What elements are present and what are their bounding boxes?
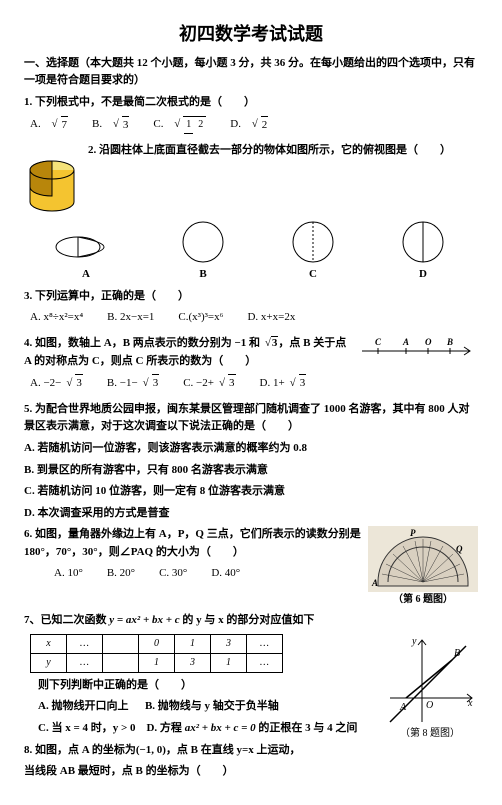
svg-text:A: A	[399, 702, 407, 713]
q5-opt-a: A. 若随机访问一位游客，则该游客表示满意的概率约为 0.8	[24, 440, 478, 458]
q2-row: 2. 沿圆柱体上底面直径截去一部分的物体如图所示，它的俯视图是（ ）	[24, 142, 478, 216]
q8-stem: 8. 如图，点 A 的坐标为(−1, 0)，点 B 在直线 y=x 上运动，	[24, 742, 478, 760]
q7-opt-b: B. 抛物线与 y 轴交于负半轴	[145, 700, 279, 712]
q7-opt-c: C. 当 x = 4 时，y > 0	[38, 722, 135, 734]
q6-opt-a: A. 10°	[54, 565, 83, 583]
q7-stem: 7、已知二次函数 y = ax² + bx + c 的 y 与 x 的部分对应值…	[24, 612, 478, 630]
q2-opt-a: A	[54, 230, 118, 284]
q3-opt-d: D. x+x=2x	[247, 309, 295, 327]
q2-solid-figure	[24, 142, 80, 216]
q3-opt-b: B. 2x−x=1	[107, 309, 154, 327]
q8-stem2: 当线段 AB 最短时，点 B 的坐标为（ ）	[24, 763, 478, 781]
q2-opt-c: C	[288, 220, 338, 284]
q2-fig-a	[54, 230, 118, 264]
q6-options: A. 10° B. 20° C. 30° D. 40°	[54, 565, 362, 583]
svg-text:C: C	[375, 337, 382, 347]
q6-protractor: A P Q	[368, 526, 478, 592]
table-row: x… 013…	[31, 634, 283, 653]
q3-stem: 3. 下列运算中，正确的是（ ）	[24, 288, 478, 306]
section-1-header: 一、选择题（本大题共 12 个小题，每小题 3 分，共 36 分。在每小题给出的…	[24, 55, 478, 90]
q3-options: A. x⁸÷x²=x⁴ B. 2x−x=1 C.(x³)³=x⁶ D. x+x=…	[30, 309, 478, 327]
svg-text:Q: Q	[456, 544, 463, 554]
q3-opt-c: C.(x³)³=x⁶	[178, 309, 223, 327]
q7-opt-a: A. 抛物线开口向上	[38, 700, 128, 712]
q2-cap-c: C	[288, 266, 338, 284]
q4-stem: C A O B 4. 如图，数轴上 A，B 两点表示的数分别为 −1 和 3，点…	[24, 335, 478, 370]
q6-block: A P Q （第 6 题图） 6. 如图，量角器外缘边上有 A，P，Q 三点，它…	[24, 526, 478, 561]
q7-eq: y = ax² + bx + c	[109, 614, 179, 626]
q1-opt-a: A. 7	[30, 116, 68, 135]
q6-figlabel: （第 6 题图）	[368, 592, 478, 608]
q5-opt-b: B. 到景区的所有游客中，只有 800 名游客表示满意	[24, 462, 478, 480]
q2-options-row: A B C D	[24, 220, 478, 284]
svg-text:A: A	[371, 578, 378, 588]
q8-figure-wrap: A O x y B （第 8 题图）	[382, 634, 478, 742]
q4-opt-c: C. −2+3	[183, 374, 235, 393]
q8-graph: A O x y B	[382, 634, 478, 726]
page-title: 初四数学考试试题	[24, 20, 478, 49]
q7-opt-d: D. 方程 ax² + bx + c = 0 的正根在 3 与 4 之间	[146, 722, 357, 734]
svg-text:B: B	[454, 648, 460, 659]
q4-opt-a: A. −2−3	[30, 374, 83, 393]
q1-options: A. 7 B. 3 C. 12 D. 2	[30, 116, 478, 135]
svg-text:P: P	[410, 528, 416, 538]
q8-figlabel: （第 8 题图）	[382, 726, 478, 742]
q2-opt-d: D	[398, 220, 448, 284]
q6-opt-c: C. 30°	[159, 565, 187, 583]
q1-opt-d: D. 2	[230, 116, 268, 135]
q4-opt-b: B. −1−3	[107, 374, 159, 393]
q2-cap-b: B	[178, 266, 228, 284]
q5-stem: 5. 为配合世界地质公园申报，闽东某景区管理部门随机调查了 1000 名游客，其…	[24, 401, 478, 436]
q2-cap-d: D	[398, 266, 448, 284]
q2-opt-b: B	[178, 220, 228, 284]
q6-opt-d: D. 40°	[211, 565, 240, 583]
svg-text:x: x	[467, 698, 473, 709]
q5-opt-d: D. 本次调查采用的方式是普查	[24, 505, 478, 523]
svg-text:O: O	[426, 700, 433, 711]
q2-fig-c	[288, 220, 338, 264]
q2-cap-a: A	[54, 266, 118, 284]
q2-fig-b	[178, 220, 228, 264]
q4-opt-d: D. 1+3	[260, 374, 307, 393]
q2-fig-d	[398, 220, 448, 264]
svg-text:y: y	[411, 636, 417, 647]
svg-text:A: A	[402, 337, 409, 347]
table-row: y… 131…	[31, 653, 283, 672]
q1-opt-c: C. 12	[153, 116, 206, 134]
q3-opt-a: A. x⁸÷x²=x⁴	[30, 309, 83, 327]
q5-opt-c: C. 若随机访问 10 位游客，则一定有 8 位游客表示满意	[24, 483, 478, 501]
svg-text:O: O	[425, 337, 432, 347]
svg-text:B: B	[446, 337, 453, 347]
q6-opt-b: B. 20°	[107, 565, 135, 583]
q1-opt-b: B. 3	[92, 116, 129, 135]
q2-stem: 2. 沿圆柱体上底面直径截去一部分的物体如图所示，它的俯视图是（ ）	[88, 142, 478, 160]
q4-numberline: C A O B	[358, 335, 478, 361]
q4-options: A. −2−3 B. −1−3 C. −2+3 D. 1+3	[30, 374, 478, 393]
q7-table: x… 013… y… 131…	[30, 634, 283, 673]
q1-stem: 1. 下列根式中，不是最简二次根式的是（ ）	[24, 94, 478, 112]
